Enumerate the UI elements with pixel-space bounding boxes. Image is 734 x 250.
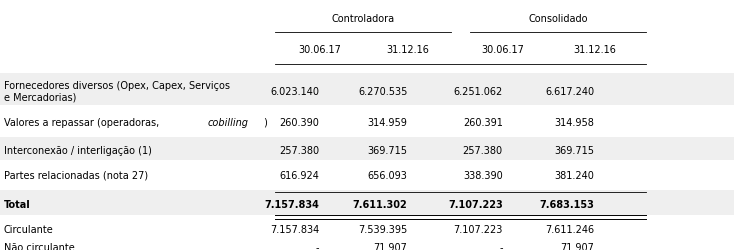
- Text: 7.157.834: 7.157.834: [264, 199, 319, 209]
- Text: Consolidado: Consolidado: [528, 14, 588, 24]
- Text: 656.093: 656.093: [368, 170, 407, 180]
- Bar: [0, 138, 734, 160]
- Text: -: -: [499, 242, 503, 250]
- Text: 616.924: 616.924: [280, 170, 319, 180]
- Text: 257.380: 257.380: [462, 145, 503, 155]
- Text: Partes relacionadas (nota 27): Partes relacionadas (nota 27): [4, 170, 148, 180]
- Text: 369.715: 369.715: [555, 145, 595, 155]
- Text: 6.251.062: 6.251.062: [454, 86, 503, 96]
- Text: 7.611.246: 7.611.246: [545, 224, 595, 234]
- Text: 260.391: 260.391: [463, 118, 503, 128]
- Text: 7.683.153: 7.683.153: [539, 199, 595, 209]
- Text: Fornecedores diversos (Opex, Capex, Serviços
e Mercadorias): Fornecedores diversos (Opex, Capex, Serv…: [4, 80, 230, 102]
- Text: 6.617.240: 6.617.240: [545, 86, 595, 96]
- Text: 71.907: 71.907: [561, 242, 595, 250]
- Text: 7.157.834: 7.157.834: [270, 224, 319, 234]
- Text: 30.06.17: 30.06.17: [482, 45, 524, 55]
- Text: 6.023.140: 6.023.140: [270, 86, 319, 96]
- Text: 257.380: 257.380: [279, 145, 319, 155]
- Text: Circulante: Circulante: [4, 224, 54, 234]
- Text: 381.240: 381.240: [555, 170, 595, 180]
- Text: 7.107.223: 7.107.223: [448, 199, 503, 209]
- Text: -: -: [316, 242, 319, 250]
- Bar: [0, 190, 734, 215]
- Text: 71.907: 71.907: [374, 242, 407, 250]
- Text: 31.12.16: 31.12.16: [573, 45, 616, 55]
- Text: Total: Total: [4, 199, 30, 209]
- Text: 30.06.17: 30.06.17: [298, 45, 341, 55]
- Text: 6.270.535: 6.270.535: [358, 86, 407, 96]
- Text: 7.611.302: 7.611.302: [352, 199, 407, 209]
- Text: Não circulante: Não circulante: [4, 242, 74, 250]
- Text: ): ): [261, 118, 268, 128]
- Text: 7.107.223: 7.107.223: [454, 224, 503, 234]
- Text: cobilling: cobilling: [208, 118, 249, 128]
- Text: 314.959: 314.959: [368, 118, 407, 128]
- Text: Controladora: Controladora: [332, 14, 395, 24]
- Text: Interconexão / interligação (1): Interconexão / interligação (1): [4, 145, 151, 155]
- Text: 260.390: 260.390: [280, 118, 319, 128]
- Text: 31.12.16: 31.12.16: [386, 45, 429, 55]
- Text: 314.958: 314.958: [555, 118, 595, 128]
- Bar: [0, 74, 734, 106]
- Text: 338.390: 338.390: [463, 170, 503, 180]
- Text: Valores a repassar (operadoras,: Valores a repassar (operadoras,: [4, 118, 162, 128]
- Text: 369.715: 369.715: [368, 145, 407, 155]
- Text: 7.539.395: 7.539.395: [358, 224, 407, 234]
